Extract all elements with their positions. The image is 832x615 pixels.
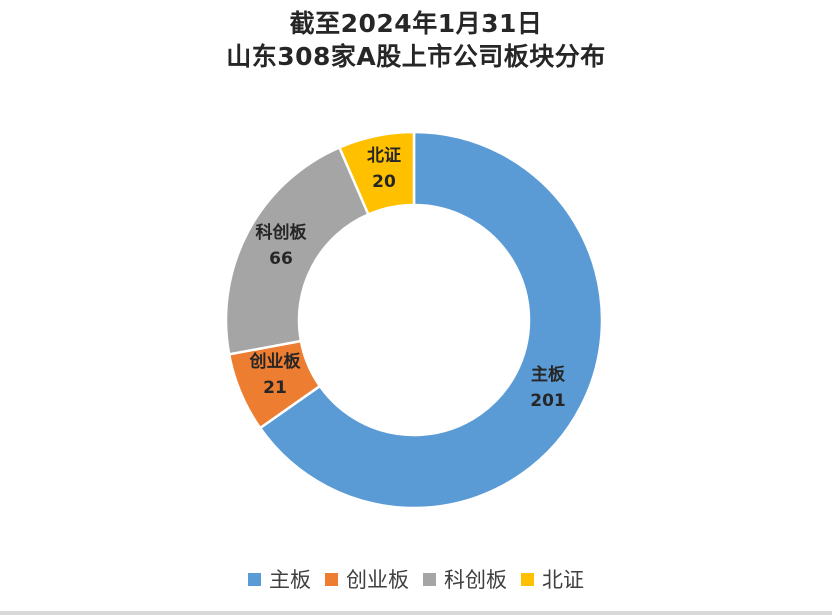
data-label-value-2: 21 xyxy=(263,378,287,398)
chart-title-line-1: 截至2024年1月31日 xyxy=(289,9,543,38)
legend-label-1: 主板 xyxy=(269,568,311,592)
data-label-category-4: 北证 xyxy=(367,146,401,166)
legend-label-4: 北证 xyxy=(542,568,584,592)
legend-swatch-3 xyxy=(423,572,436,586)
legend-swatch-4 xyxy=(521,572,534,586)
donut-slice-3 xyxy=(224,145,371,356)
data-label-1: 主板 201 xyxy=(530,364,566,411)
data-label-3: 科创板 66 xyxy=(256,222,308,269)
legend-swatch-2 xyxy=(325,572,338,586)
data-label-category-2: 创业板 xyxy=(249,351,302,372)
frame-bottom-border xyxy=(0,611,832,615)
data-label-value-4: 20 xyxy=(372,172,396,192)
legend-label-3: 科创板 xyxy=(444,568,507,592)
data-label-4: 北证 20 xyxy=(367,146,401,192)
data-label-value-1: 201 xyxy=(530,391,566,411)
donut-slice-1 xyxy=(258,130,604,510)
legend-item-2: 创业板 xyxy=(325,564,409,594)
legend-item-1: 主板 xyxy=(248,564,311,594)
legend-label-2: 创业板 xyxy=(346,568,409,592)
donut-slice-4 xyxy=(337,130,416,217)
data-label-value-3: 66 xyxy=(269,249,293,269)
chart-legend: 主板 创业板 科创板 北证 xyxy=(0,564,832,594)
legend-swatch-1 xyxy=(248,572,261,586)
data-label-2: 创业板 21 xyxy=(249,351,302,398)
data-label-category-3: 科创板 xyxy=(256,222,308,243)
chart-title-line-2: 山东308家A股上市公司板块分布 xyxy=(226,42,606,71)
legend-item-3: 科创板 xyxy=(423,564,507,594)
data-label-category-1: 主板 xyxy=(531,364,566,385)
legend-item-4: 北证 xyxy=(521,564,584,594)
